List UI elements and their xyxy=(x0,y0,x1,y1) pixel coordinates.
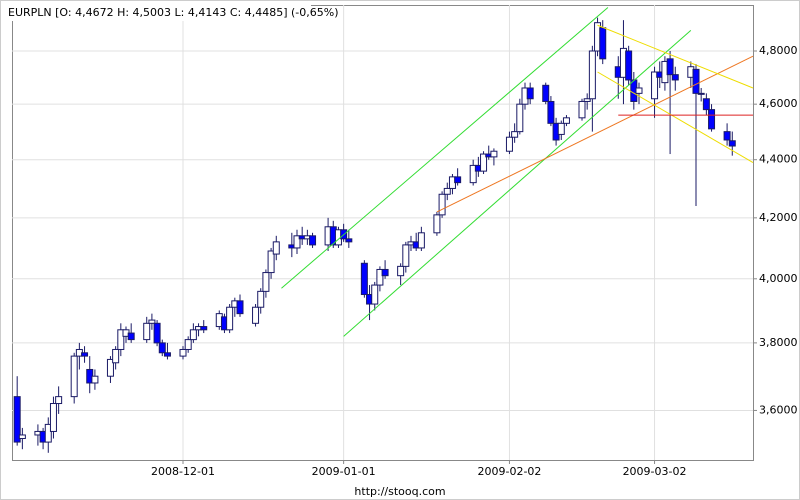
x-tick-label: 2009-01-01 xyxy=(312,465,376,478)
candle-body xyxy=(293,235,301,249)
candle-body xyxy=(252,306,260,324)
candle-body xyxy=(179,348,187,357)
candle-body xyxy=(702,98,710,111)
candle-body xyxy=(236,300,244,315)
candle-body xyxy=(547,100,555,124)
candle-body xyxy=(55,396,63,405)
candle-body xyxy=(723,131,731,141)
candle-body xyxy=(402,244,410,267)
x-tick-label: 2009-02-02 xyxy=(477,465,541,478)
candle-body xyxy=(697,92,705,95)
candle-body xyxy=(257,290,265,308)
candle-body xyxy=(692,68,700,94)
candle-body xyxy=(153,322,161,344)
candle-body xyxy=(381,268,389,277)
candle-body xyxy=(480,153,488,172)
y-tick-label: 3,6000 xyxy=(759,403,798,416)
candle-body xyxy=(189,329,197,341)
candle-body xyxy=(345,238,353,243)
trend-line xyxy=(597,71,754,163)
candle-body xyxy=(505,136,513,152)
candle-body xyxy=(18,434,26,440)
candle-body xyxy=(562,117,570,124)
candle-body xyxy=(635,87,643,94)
candle-body xyxy=(200,326,208,331)
candle-body xyxy=(625,50,633,81)
candle-body xyxy=(13,396,21,443)
trend-line xyxy=(436,55,754,213)
candle-body xyxy=(148,319,156,324)
trend-line xyxy=(281,7,609,289)
candle-body xyxy=(588,50,596,100)
y-tick-label: 3,8000 xyxy=(759,336,798,349)
candle-body xyxy=(267,250,275,274)
candle-body xyxy=(557,122,565,135)
candle-body xyxy=(516,103,524,133)
candle-body xyxy=(49,403,57,432)
candle-body xyxy=(454,176,462,184)
candle-body xyxy=(272,241,280,255)
candle-body xyxy=(526,87,534,100)
candle-body xyxy=(163,352,171,357)
candle-body xyxy=(651,71,659,100)
candle-body xyxy=(117,329,125,350)
y-tick-label: 4,4000 xyxy=(759,153,798,166)
candle-body xyxy=(443,187,451,195)
candle-body xyxy=(671,74,679,81)
candle-body xyxy=(226,306,234,331)
candle-body xyxy=(360,262,368,296)
x-tick-label: 2008-12-01 xyxy=(151,465,215,478)
candle-body xyxy=(184,339,192,350)
candle-body xyxy=(433,214,441,234)
y-tick-label: 4,2000 xyxy=(759,211,798,224)
chart-title: EURPLN [O: 4,4672 H: 4,5003 L: 4,4143 C:… xyxy=(8,6,339,19)
candle-body xyxy=(158,342,166,354)
candle-body xyxy=(397,265,405,277)
candle-body xyxy=(112,348,120,364)
candle-body xyxy=(91,375,99,384)
candle-body xyxy=(127,332,135,341)
trend-line xyxy=(343,29,692,337)
y-tick-label: 4,6000 xyxy=(759,97,798,110)
y-tick-label: 4,0000 xyxy=(759,272,798,285)
candle-body xyxy=(262,272,270,292)
candle-body xyxy=(81,352,89,357)
candle-body xyxy=(469,164,477,184)
candle-body xyxy=(417,232,425,249)
candle-body xyxy=(728,140,736,147)
candle-body xyxy=(511,131,519,138)
candle-body xyxy=(70,355,78,398)
candle-body xyxy=(542,84,550,102)
candle-body xyxy=(708,109,716,130)
marks xyxy=(12,5,757,464)
x-tick-label: 2009-03-02 xyxy=(623,465,687,478)
title-bg xyxy=(6,5,311,21)
footer: http://stooq.com xyxy=(354,485,445,498)
candle-body xyxy=(583,98,591,102)
candle-body xyxy=(371,284,379,305)
plot-area xyxy=(12,5,754,461)
candle-body xyxy=(490,150,498,158)
candle-body xyxy=(578,100,586,119)
candle-body xyxy=(143,322,151,341)
y-tick-label: 4,8000 xyxy=(759,44,798,57)
candle-body xyxy=(44,423,52,443)
trend-line xyxy=(597,24,754,89)
candle-body xyxy=(309,235,317,246)
candle-body xyxy=(106,358,114,377)
candle-body xyxy=(666,58,674,76)
candle-body xyxy=(376,268,384,286)
candle-body xyxy=(599,27,607,60)
candle-body xyxy=(438,193,446,216)
